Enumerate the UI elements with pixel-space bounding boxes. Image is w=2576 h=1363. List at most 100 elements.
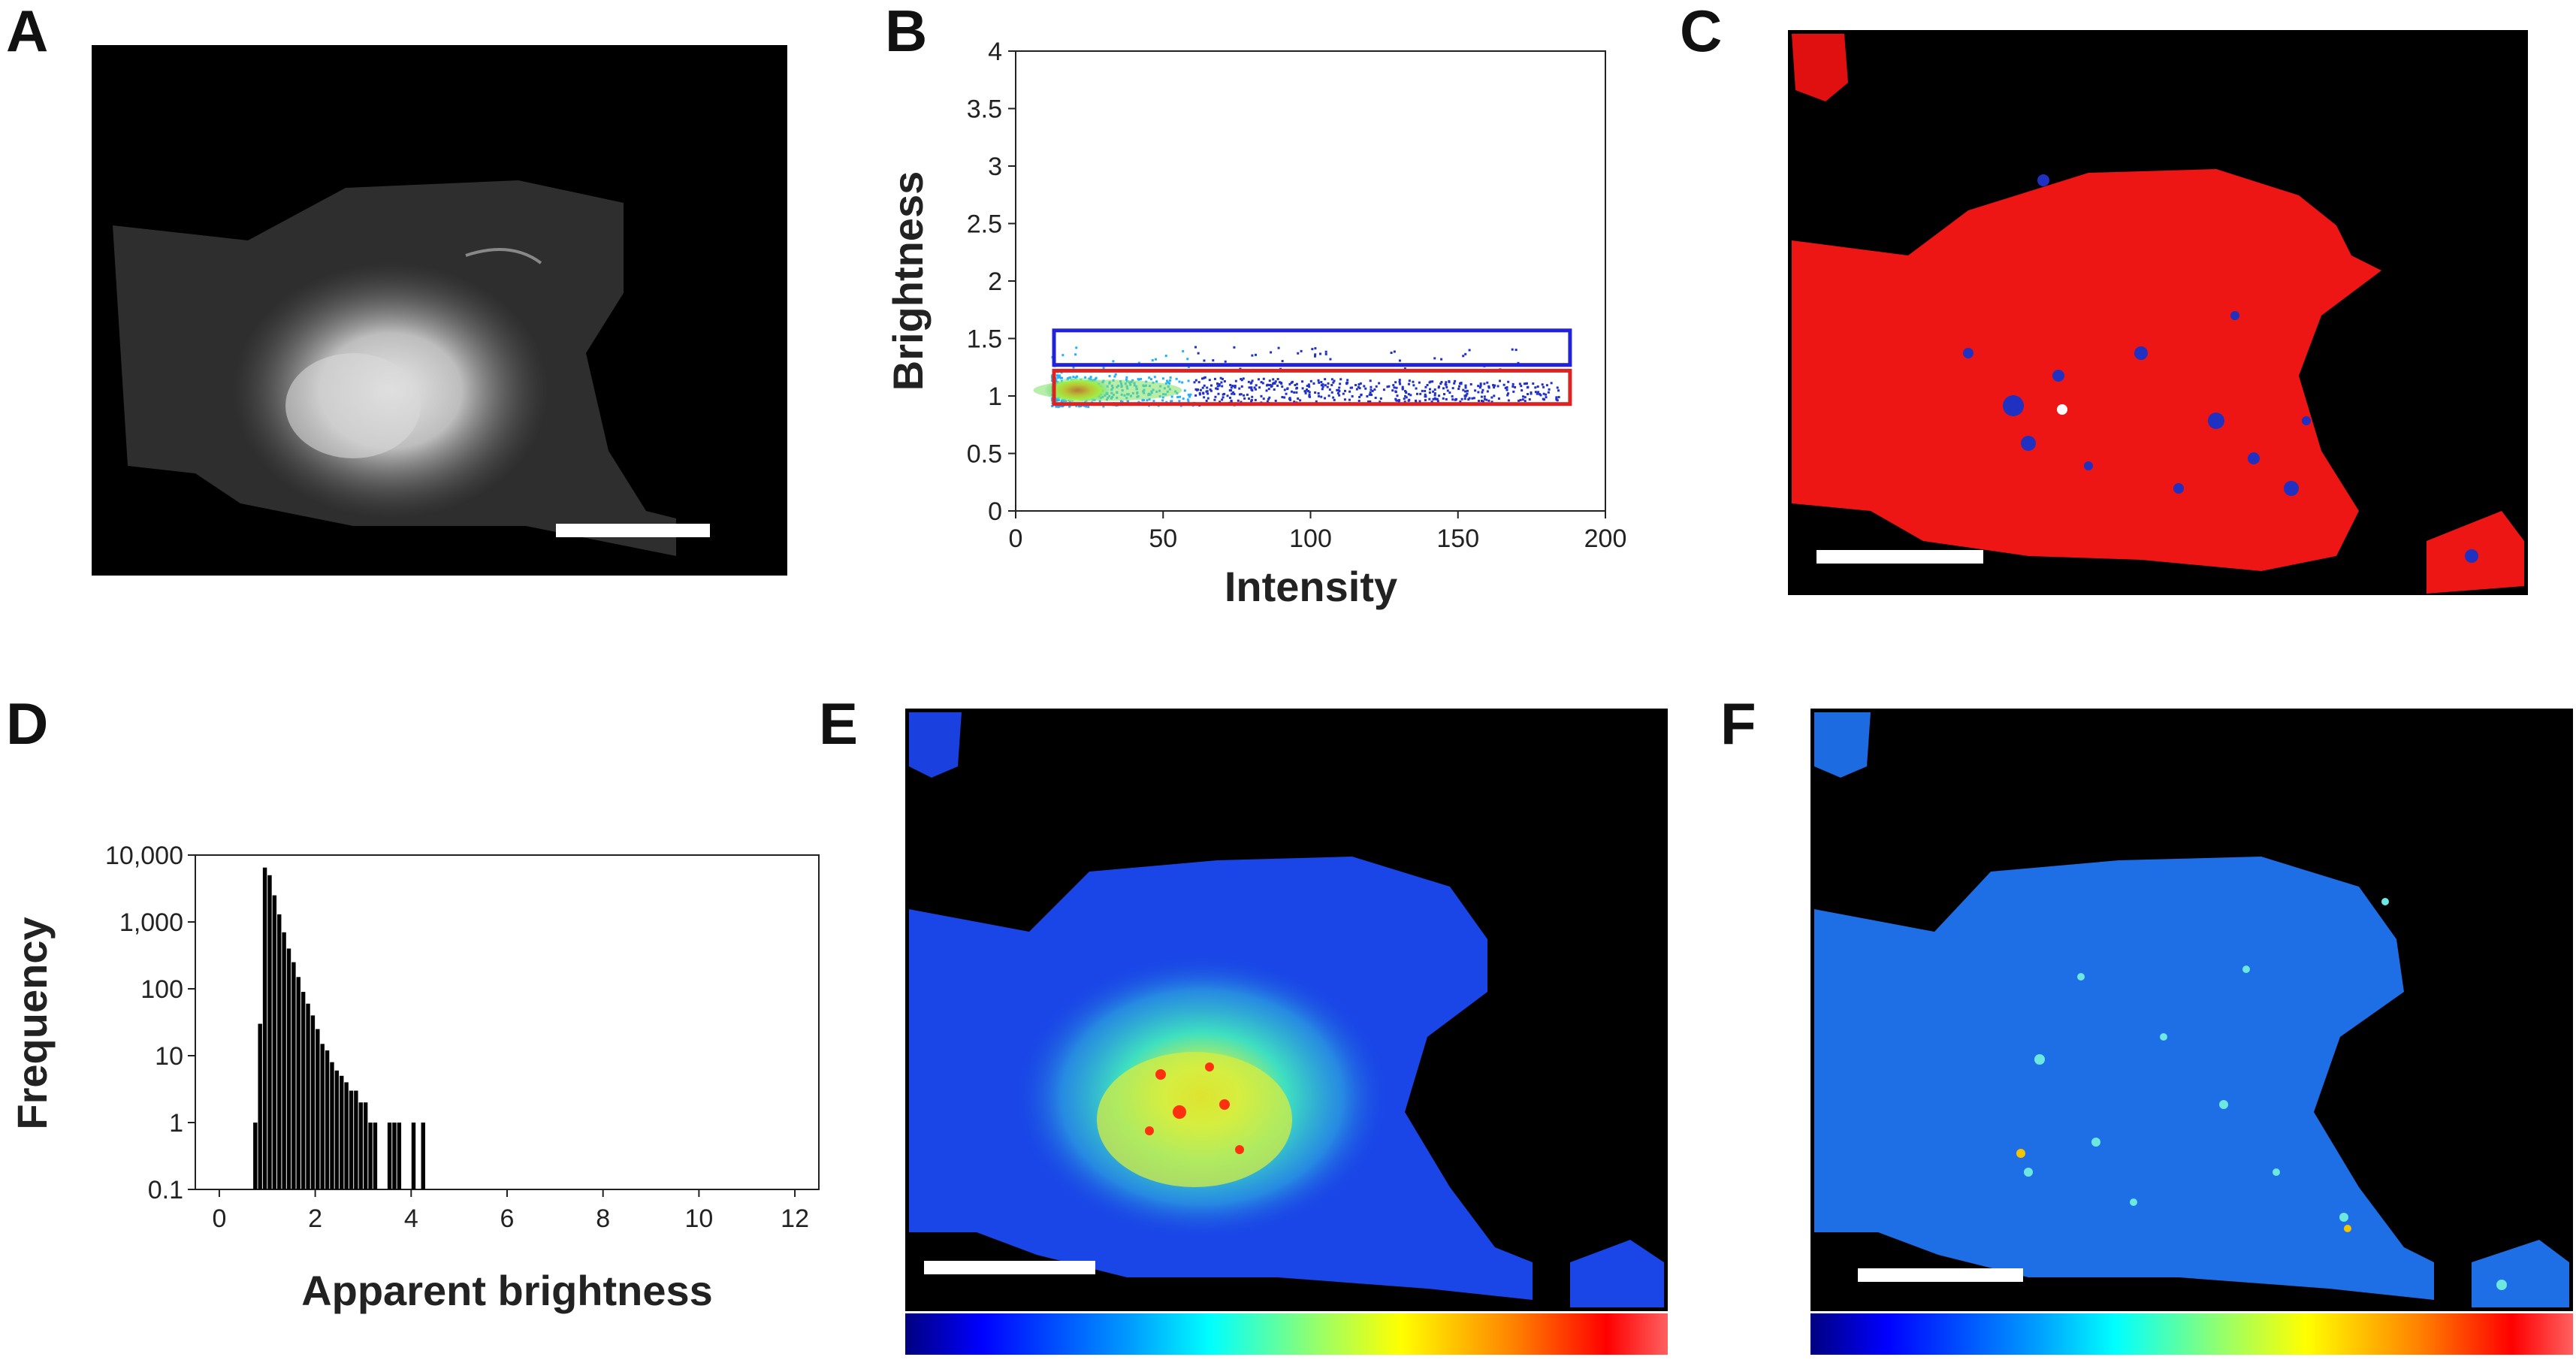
panel-b-point	[1152, 400, 1155, 403]
panel-b-point	[1153, 376, 1156, 379]
panel-b-point	[1424, 395, 1427, 398]
panel-b-point	[1386, 385, 1389, 388]
panel-b-point	[1357, 400, 1360, 403]
panel-b-point	[1436, 397, 1439, 400]
panel-b-point	[1194, 379, 1197, 382]
panel-b-point	[1357, 385, 1360, 388]
panel-b-selection-box-blue	[1052, 328, 1572, 367]
panel-b-point	[1078, 405, 1081, 408]
panel-b-point	[1206, 397, 1209, 400]
panel-b-point	[1258, 386, 1261, 389]
panel-b-point	[1226, 394, 1229, 397]
panel-b-point	[1432, 397, 1435, 400]
panel-b-point	[1398, 359, 1401, 362]
panel-label-e: E	[819, 691, 858, 757]
panel-b-point	[1401, 385, 1404, 388]
panel-b-point	[1201, 377, 1204, 380]
panel-b-y-tick-label: 1.5	[967, 325, 1002, 354]
panel-b-point	[1307, 383, 1310, 386]
panel-b-point	[1412, 384, 1415, 387]
panel-b-point	[1308, 391, 1311, 394]
panel-b-point	[1481, 388, 1484, 391]
panel-b-point	[1056, 405, 1059, 408]
panel-d-y-tick-label: 100	[140, 975, 183, 1004]
panel-b-point	[1217, 392, 1220, 395]
panel-b-point	[1146, 399, 1149, 402]
panel-d-bar	[300, 992, 306, 1189]
panel-b-point	[1388, 385, 1391, 388]
panel-b-point	[1405, 391, 1408, 394]
panel-b-point	[1307, 390, 1310, 393]
panel-b-point	[1270, 351, 1273, 354]
panel-b-point	[1521, 389, 1524, 392]
panel-b-point	[1220, 381, 1223, 384]
panel-b-point	[1433, 392, 1436, 395]
panel-b-point	[1187, 400, 1190, 403]
panel-b-point	[1468, 349, 1471, 352]
panel-b-point	[1224, 360, 1227, 363]
panel-b-point	[1440, 381, 1443, 384]
panel-b-point	[1274, 399, 1277, 402]
panel-b-point	[1502, 383, 1505, 386]
panel-b-point	[1443, 393, 1446, 396]
panel-b-point	[1339, 382, 1342, 385]
panel-b-point	[1514, 385, 1517, 388]
panel-b-point	[1382, 388, 1385, 391]
panel-b-point	[1201, 386, 1204, 389]
panel-b-point	[1367, 400, 1370, 403]
panel-b-point	[1255, 384, 1258, 387]
panel-b-point	[1486, 390, 1489, 393]
panel-b-point	[1518, 399, 1521, 402]
panel-b-point	[1507, 399, 1510, 402]
panel-b-point	[1304, 391, 1307, 394]
panel-b-point	[1250, 399, 1253, 402]
panel-b-point	[1556, 399, 1559, 402]
panel-b-point	[1281, 396, 1284, 399]
panel-b-point	[1318, 381, 1321, 384]
panel-b-point	[1393, 350, 1396, 353]
panel-b-point	[1462, 355, 1465, 358]
panel-b-point	[1234, 379, 1237, 382]
panel-b-point	[1209, 389, 1213, 392]
panel-b-x-tick-label: 100	[1289, 524, 1332, 553]
panel-b-point	[1272, 378, 1275, 381]
panel-b-point	[1170, 395, 1173, 398]
panel-b-point	[1459, 382, 1462, 385]
panel-b-point	[1469, 382, 1472, 385]
panel-d-bar	[320, 1044, 325, 1189]
panel-b-point	[1542, 398, 1545, 401]
panel-b-point	[1434, 397, 1437, 400]
panel-b-point	[1369, 379, 1372, 382]
panel-b-point	[1541, 383, 1544, 386]
panel-b-point	[1332, 396, 1335, 399]
panel-label-a: A	[6, 0, 48, 64]
panel-b-point	[1483, 395, 1486, 398]
panel-b-point	[1524, 396, 1527, 399]
panel-b-point	[1182, 349, 1185, 352]
panel-b-point	[1229, 383, 1232, 386]
panel-b-point	[1346, 379, 1349, 382]
panel-b-point	[1301, 387, 1304, 390]
panel-b-point	[1439, 382, 1442, 385]
panel-b-point	[1233, 392, 1236, 395]
panel-b-point	[1327, 394, 1330, 397]
panel-b-point	[1308, 394, 1311, 397]
panel-b-point	[1114, 373, 1117, 376]
panel-b-point	[1272, 382, 1275, 385]
panel-f-colorbar	[1810, 1313, 2573, 1355]
panel-b-point	[1319, 352, 1322, 355]
panel-b-point	[1324, 352, 1327, 355]
panel-b-point	[1315, 400, 1318, 403]
panel-b-point	[1253, 386, 1256, 389]
panel-b-point	[1229, 396, 1232, 399]
panel-b-point	[1197, 381, 1200, 384]
panel-b-point	[1430, 400, 1433, 403]
panel-b-point	[1278, 381, 1281, 384]
panel-b-point	[1216, 382, 1219, 385]
panel-b-point	[1183, 389, 1186, 392]
panel-b-point	[1290, 381, 1293, 384]
panel-b-point	[1492, 384, 1495, 387]
panel-b-point	[1466, 392, 1469, 395]
panel-b-point	[1511, 382, 1514, 385]
panel-b-point	[1490, 400, 1493, 403]
